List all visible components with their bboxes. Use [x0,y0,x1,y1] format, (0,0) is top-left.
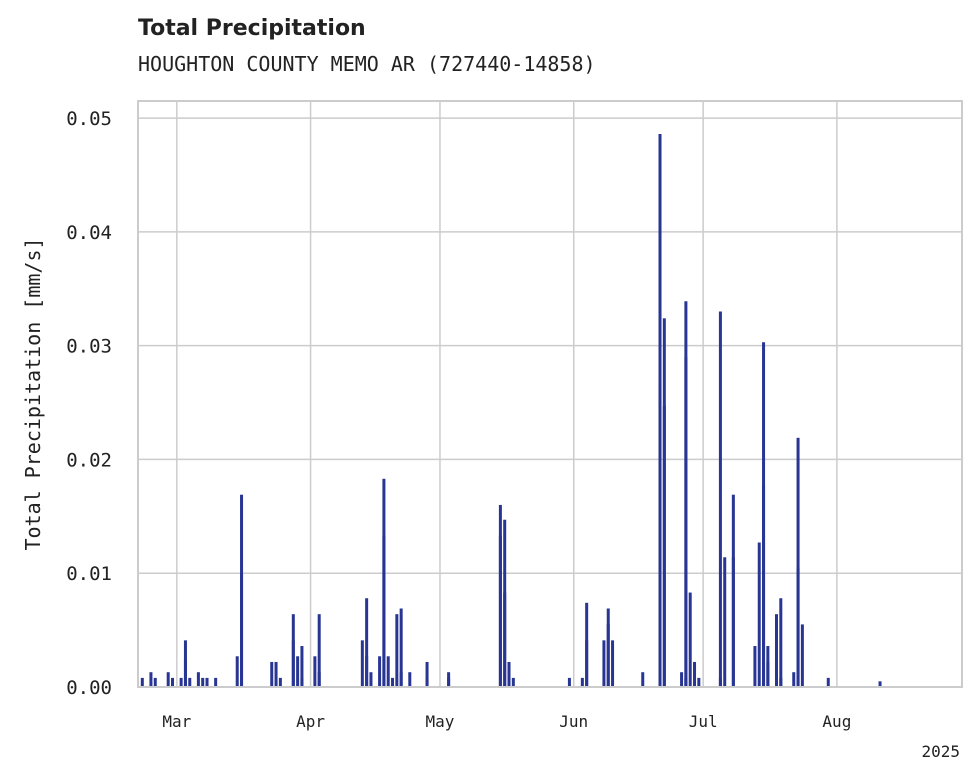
precip-bar [697,677,701,687]
precip-bar [386,656,390,687]
precip-bar [365,656,369,687]
precip-bar [395,614,399,687]
chart-subtitle: HOUGHTON COUNTY MEMO AR (727440-14858) [138,52,596,76]
precip-bar [196,672,200,687]
precip-bar [382,478,386,687]
precip-bar [606,624,610,687]
precip-bar [369,672,373,687]
x-tick-label: Aug [822,712,851,731]
precip-bar [149,672,153,687]
precip-bar [425,661,429,687]
precip-bar [757,542,761,687]
chart-title: Total Precipitation [138,16,366,41]
precip-bar [680,672,684,687]
precip-bar [300,646,304,687]
precip-bar [507,661,511,687]
precip-bar [641,672,645,687]
precip-bar [408,672,412,687]
precip-bar [360,640,364,687]
precip-bar [214,677,218,687]
precip-bar [658,133,662,688]
precip-bar [317,672,321,687]
precip-bar [425,677,429,687]
precip-bar [399,608,403,687]
precip-bar [762,485,766,687]
year-label: 2025 [921,742,960,761]
x-tick-label: Mar [162,712,191,731]
precip-bar [731,557,735,687]
y-tick-label: 0.00 [66,677,112,699]
precip-bar [498,504,502,687]
precip-bar [270,661,274,687]
precip-bar [774,614,778,687]
precip-bar [779,598,783,687]
y-axis-label: Total Precipitation [mm/s] [21,237,45,550]
precip-bar [188,677,192,687]
precip-bar [140,677,144,687]
precip-bar [447,677,451,687]
precip-bar [766,661,770,687]
precip-bar [723,557,727,687]
precip-bar [878,681,882,687]
x-axis: Mar Apr May Jun Jul Aug [162,712,851,731]
precip-bar [796,437,800,687]
precip-bar [278,677,282,687]
precip-bar [693,661,697,687]
precip-bar [391,677,395,687]
precip-bar [753,646,757,687]
precip-bar [378,656,382,687]
precip-bar [611,640,615,687]
precip-bar [296,656,300,687]
grid-layer [138,101,962,688]
precip-bar [718,311,722,687]
precip-bar [274,661,278,687]
y-axis: 0.00 0.01 0.02 0.03 0.04 0.05 [66,108,112,699]
precip-bar [201,677,205,687]
precip-bar [779,677,783,687]
y-tick-label: 0.04 [66,222,112,244]
precip-bar [585,640,589,687]
precip-bar [796,567,800,687]
precip-bar [662,405,666,687]
x-tick-label: Jul [689,712,718,731]
precip-bar [153,677,157,687]
precip-bar [171,677,175,687]
precip-bar [300,677,304,687]
y-tick-label: 0.01 [66,563,112,585]
precip-bar [183,640,187,687]
precip-bar [399,672,403,687]
precip-bar [205,677,209,687]
y-tick-label: 0.02 [66,449,112,471]
precip-bar [826,677,830,687]
y-tick-label: 0.03 [66,336,112,358]
precip-bar [313,656,317,687]
precip-bar [179,677,183,687]
precip-bar [800,624,804,687]
precip-bar [511,677,515,687]
precip-bar [602,640,606,687]
precip-bar [567,677,571,687]
precip-bar [317,614,321,687]
x-tick-label: Jun [559,712,588,731]
precip-bar [166,672,170,687]
bar-layer [140,133,882,688]
precip-bar [235,656,239,687]
precip-bar [240,494,244,687]
precip-bar [792,672,796,687]
precip-bar [503,519,507,687]
x-tick-label: Apr [296,712,325,731]
x-tick-label: May [426,712,455,731]
precip-bar [688,592,692,687]
precip-bar [580,677,584,687]
precip-bar [291,614,295,687]
precip-bar [684,301,688,687]
plot-frame [137,100,963,688]
y-tick-label: 0.05 [66,108,112,130]
precip-bar [365,598,369,687]
